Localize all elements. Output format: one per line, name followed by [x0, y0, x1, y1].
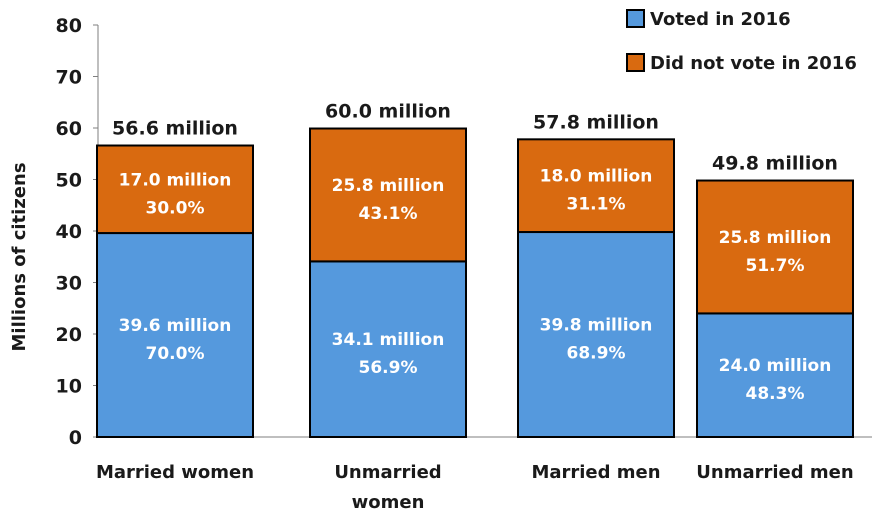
y-tick-label: 30 [56, 273, 82, 295]
voted-value-label: 34.1 million [332, 330, 445, 350]
bar-did-not-vote [96, 144, 254, 235]
y-tick-label: 60 [56, 118, 82, 140]
voted-percent-label: 56.9% [359, 358, 418, 378]
y-tick-label: 70 [56, 67, 82, 89]
did-not-vote-percent-label: 43.1% [359, 204, 418, 224]
category-label: Married women [96, 462, 254, 483]
category-labels: Married women Unmarried women Married men Un… [96, 462, 854, 513]
did-not-vote-value-label: 25.8 million [719, 228, 832, 248]
total-label: 57.8 million [533, 111, 659, 133]
category-label: Married men [531, 462, 660, 483]
voted-value-label: 24.0 million [719, 356, 832, 376]
total-label: 49.8 million [712, 153, 838, 175]
total-label: 56.6 million [112, 118, 238, 140]
y-axis-label-group: Millions of citizens [9, 162, 30, 351]
category-label: Unmarried women [334, 462, 441, 513]
y-tick-label: 20 [56, 324, 82, 346]
y-tick-label: 80 [56, 15, 82, 37]
y-tick-label: 50 [56, 170, 82, 192]
bar-did-not-vote [696, 179, 854, 315]
legend-item-did-not-vote: Did not vote in 2016 [650, 53, 857, 74]
legend-swatch [626, 53, 645, 72]
legend: Voted in 2016 Did not vote in 2016 [626, 9, 857, 74]
voted-value-label: 39.8 million [540, 316, 653, 336]
did-not-vote-value-label: 25.8 million [332, 176, 445, 196]
legend-swatch [626, 9, 645, 28]
total-label: 60.0 million [325, 101, 451, 123]
did-not-vote-value-label: 17.0 million [119, 170, 232, 190]
bars: 39.6 million 70.0% 17.0 million 30.0% 56.6 m… [96, 101, 854, 439]
bar-voted [96, 232, 254, 438]
y-tick-label: 40 [56, 221, 82, 243]
bar-voted [696, 312, 854, 438]
bar-voted [309, 260, 467, 439]
voted-percent-label: 68.9% [567, 344, 626, 364]
category-label: Unmarried men [696, 462, 853, 483]
did-not-vote-percent-label: 51.7% [746, 256, 805, 276]
voted-percent-label: 70.0% [146, 344, 205, 364]
voted-value-label: 39.6 million [119, 316, 232, 336]
voted-percent-label: 48.3% [746, 384, 805, 404]
bar-did-not-vote [517, 138, 675, 234]
did-not-vote-value-label: 18.0 million [540, 167, 653, 187]
legend-item-voted: Voted in 2016 [650, 9, 791, 30]
y-tick-label: 10 [56, 376, 82, 398]
did-not-vote-percent-label: 30.0% [146, 198, 205, 218]
did-not-vote-percent-label: 31.1% [567, 195, 626, 215]
bar-voted [517, 231, 675, 438]
bar-did-not-vote [309, 127, 467, 263]
y-tick-label: 0 [69, 427, 82, 449]
y-axis-label: Millions of citizens [9, 162, 30, 351]
